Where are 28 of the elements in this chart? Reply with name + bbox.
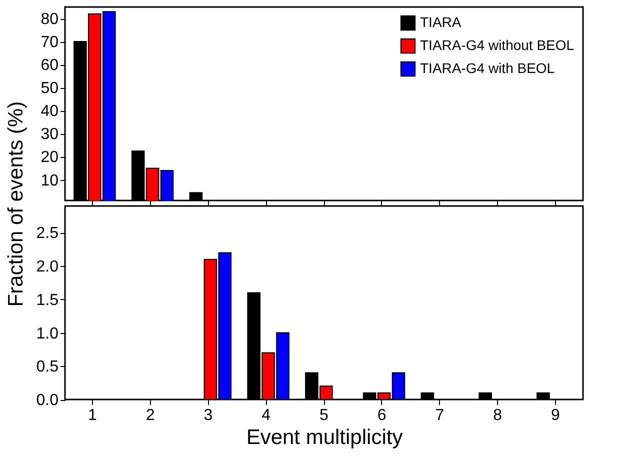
y-tick-label: 40 xyxy=(40,103,59,120)
y-tick-label: 30 xyxy=(40,126,59,144)
x-tick-label: 4 xyxy=(262,407,271,424)
y-tick-label: 0.5 xyxy=(36,358,59,376)
y-tick-label: 2.0 xyxy=(36,258,59,276)
y-tick-label: 1.0 xyxy=(36,325,59,342)
x-tick-label: 6 xyxy=(377,407,386,424)
y-tick-label: 0.0 xyxy=(36,392,59,409)
y-tick-label: 10 xyxy=(40,172,59,190)
legend-label: TIARA xyxy=(420,14,462,30)
x-tick-label: 9 xyxy=(551,407,560,424)
x-tick-label: 5 xyxy=(320,407,329,424)
x-tick-label: 3 xyxy=(204,407,213,424)
legend-label: TIARA-G4 without BEOL xyxy=(420,37,574,53)
x-tick-label: 2 xyxy=(146,407,155,424)
x-tick-label: 1 xyxy=(88,407,98,424)
y-tick-label: 80 xyxy=(40,11,59,28)
y-tick-label: 50 xyxy=(40,80,59,98)
y-axis-title: Fraction of events (%) xyxy=(4,101,28,307)
y-tick-label: 20 xyxy=(40,149,59,166)
y-tick-label: 70 xyxy=(40,34,59,52)
legend-label: TIARA-G4 with BEOL xyxy=(420,60,555,76)
y-tick-label: 2.5 xyxy=(36,225,59,242)
x-tick-label: 8 xyxy=(493,407,502,424)
x-tick-label: 7 xyxy=(435,407,444,424)
y-tick-label: 60 xyxy=(40,57,59,74)
y-tick-label: 1.5 xyxy=(36,292,59,309)
x-axis-title: Event multiplicity xyxy=(246,426,404,449)
